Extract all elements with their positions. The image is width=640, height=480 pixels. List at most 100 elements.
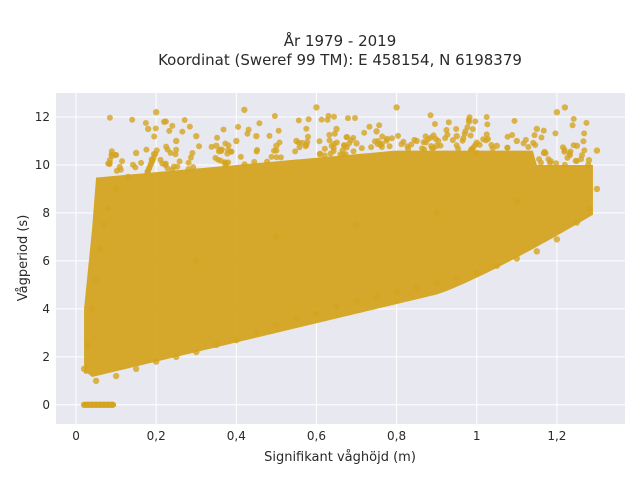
data-point xyxy=(353,140,360,147)
data-point xyxy=(100,221,108,229)
data-point xyxy=(273,147,280,154)
data-point xyxy=(383,135,390,142)
data-point xyxy=(377,142,384,149)
data-point xyxy=(570,142,577,149)
data-point xyxy=(429,145,436,152)
data-point xyxy=(174,163,181,170)
data-point xyxy=(217,157,224,164)
data-point xyxy=(108,148,115,155)
data-point xyxy=(173,146,180,153)
data-point xyxy=(462,128,469,135)
data-point xyxy=(244,130,251,137)
data-point xyxy=(186,123,193,130)
data-point xyxy=(327,150,334,157)
data-point xyxy=(538,134,545,141)
data-point xyxy=(537,159,544,166)
y-tick-label: 12 xyxy=(35,110,50,124)
data-point xyxy=(129,116,136,123)
data-point xyxy=(268,153,275,160)
data-point xyxy=(256,120,263,127)
data-point xyxy=(112,185,120,193)
x-tick-label: 0,6 xyxy=(307,429,326,443)
data-point xyxy=(425,136,432,143)
data-point xyxy=(513,197,521,205)
data-point xyxy=(468,146,475,153)
data-point xyxy=(553,236,561,243)
data-point xyxy=(296,144,303,151)
data-point xyxy=(453,132,460,140)
data-point xyxy=(484,121,491,128)
data-point xyxy=(583,119,590,126)
data-point xyxy=(413,284,420,291)
data-point xyxy=(435,137,442,144)
data-point xyxy=(196,143,203,150)
data-point xyxy=(167,149,174,156)
data-point xyxy=(193,348,200,356)
data-point xyxy=(561,146,568,153)
y-tick-label: 10 xyxy=(35,158,50,172)
y-tick-label: 6 xyxy=(42,254,50,268)
data-point xyxy=(276,139,283,146)
data-point xyxy=(162,160,169,167)
data-point xyxy=(513,137,521,145)
data-point-cloud xyxy=(84,150,593,377)
data-point xyxy=(142,120,149,127)
data-point xyxy=(361,129,368,136)
data-point xyxy=(132,365,140,373)
data-point xyxy=(532,141,539,148)
data-point xyxy=(581,147,588,154)
data-point xyxy=(266,132,273,139)
data-point xyxy=(347,137,354,144)
data-point xyxy=(443,127,450,134)
data-point xyxy=(144,125,152,133)
data-point xyxy=(566,152,573,159)
data-point xyxy=(580,138,587,145)
data-point xyxy=(437,142,444,149)
data-point xyxy=(92,377,100,385)
data-point xyxy=(187,154,194,161)
data-point xyxy=(88,305,96,313)
data-point xyxy=(143,146,150,153)
data-point xyxy=(273,154,280,161)
data-point xyxy=(271,113,278,120)
data-point xyxy=(316,138,323,145)
data-point xyxy=(542,150,549,157)
data-point xyxy=(235,123,242,130)
data-point xyxy=(418,145,425,152)
data-point xyxy=(533,125,541,133)
data-point xyxy=(593,185,601,193)
data-point xyxy=(368,144,375,151)
data-point xyxy=(358,145,365,152)
y-axis-ticks: 0 2 4 6 8 10 12 xyxy=(35,110,50,412)
data-point xyxy=(225,159,232,166)
data-point xyxy=(379,133,386,140)
data-point xyxy=(264,158,271,165)
data-point xyxy=(473,149,480,157)
data-point xyxy=(253,132,260,140)
data-point xyxy=(467,132,474,139)
data-point xyxy=(504,133,511,140)
data-point xyxy=(509,132,516,139)
data-point xyxy=(179,128,186,135)
data-point xyxy=(388,135,395,142)
data-point xyxy=(533,248,541,255)
data-point xyxy=(513,255,521,262)
data-point xyxy=(304,138,311,145)
data-point xyxy=(241,106,248,113)
data-point xyxy=(295,117,302,124)
data-point xyxy=(344,133,351,140)
data-point xyxy=(292,148,299,155)
data-point xyxy=(193,132,200,140)
data-point xyxy=(330,113,337,120)
data-point xyxy=(138,159,145,166)
data-point xyxy=(214,134,221,141)
data-point xyxy=(303,125,310,132)
data-point xyxy=(119,158,126,165)
data-point xyxy=(453,125,460,132)
data-point xyxy=(573,158,580,165)
data-point xyxy=(585,156,593,164)
data-point xyxy=(444,131,451,138)
x-tick-label: 1 xyxy=(473,429,481,443)
data-point xyxy=(573,219,581,226)
data-point xyxy=(185,159,192,166)
